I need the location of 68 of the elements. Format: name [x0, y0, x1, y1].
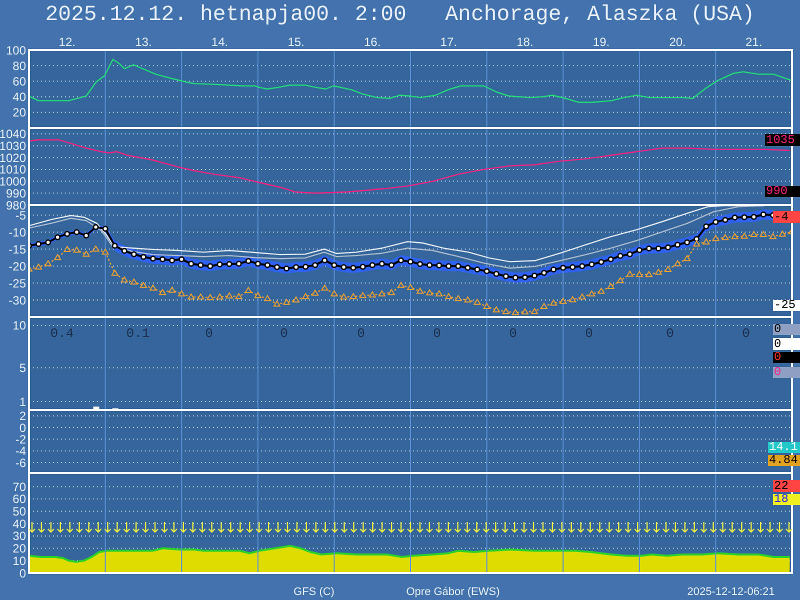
y-tick-label: 0	[19, 420, 26, 435]
x-tick-label: 15.	[288, 35, 304, 49]
x-tick-label: 16.	[364, 35, 381, 49]
text: Opre Gábor (EWS)	[406, 585, 500, 599]
y-tick-label: -25	[8, 276, 26, 290]
annotation: 0	[280, 326, 288, 341]
annotation: 0	[773, 365, 800, 379]
y-tick-label: -15	[8, 242, 26, 256]
y-tick-label: 40	[12, 90, 26, 104]
y-tick-label: 1	[19, 394, 26, 409]
annotation: 0	[773, 322, 800, 336]
y-tick-label: -20	[8, 259, 26, 274]
annotation: 0	[773, 337, 800, 351]
y-tick-label: -2	[15, 432, 26, 446]
annotation: 14.1	[768, 440, 800, 454]
annotation: 0	[205, 326, 213, 341]
x-tick-label: 17.	[440, 35, 457, 49]
y-tick-label: 2	[19, 409, 26, 424]
annotation: 4.84	[768, 453, 800, 467]
y-tick-label: 1000	[0, 174, 26, 189]
annotation: 0.4	[50, 326, 74, 341]
annotation: 0	[773, 350, 800, 364]
y-tick-label: 50	[12, 504, 26, 519]
annotation: -25	[773, 298, 800, 312]
y-tick-label: 20	[12, 542, 26, 556]
annotation: 0	[742, 326, 750, 341]
y-tick-label: 10	[12, 554, 26, 568]
chart-title: 2025.12.12. hetnapja00. 2:00 Anchorage, Alaszka (USA)	[44, 2, 756, 28]
text: 2025-12-12-06:21	[687, 585, 775, 599]
y-tick-label: -6	[15, 456, 26, 470]
x-tick-label: 14.	[211, 35, 228, 49]
x-tick-label: 13.	[135, 35, 152, 49]
annotation: 990	[765, 184, 800, 198]
y-tick-label: 60	[12, 492, 26, 506]
x-tick-label: 20.	[669, 35, 686, 49]
x-tick-label: 21.	[746, 35, 762, 49]
y-tick-label: 1040	[0, 127, 26, 142]
y-tick-label: 70	[12, 480, 26, 494]
y-tick-label: 1020	[0, 150, 26, 165]
annotation: 0	[509, 326, 517, 341]
annotation: -4	[773, 210, 800, 224]
y-tick-label: 5	[19, 360, 26, 375]
x-tick-label: 12.	[58, 35, 76, 49]
x-tick-label: 19.	[592, 35, 610, 49]
y-tick-label: 1030	[0, 139, 26, 154]
annotation: 0	[433, 326, 441, 341]
y-tick-label: 10	[12, 318, 26, 333]
annotation: 0.1	[126, 326, 150, 341]
y-tick-label: 40	[12, 516, 26, 531]
y-tick-label: -10	[8, 225, 26, 240]
y-tick-label: 100	[6, 43, 26, 58]
y-tick-label: 80	[12, 58, 26, 73]
y-tick-label: 20	[12, 106, 26, 120]
y-tick-label: 60	[12, 74, 26, 88]
y-tick-label: -30	[8, 293, 26, 308]
annotation: 0	[585, 326, 593, 341]
annotation: 22	[773, 479, 800, 493]
annotation: 1035	[765, 133, 800, 147]
y-tick-label: 990	[6, 186, 26, 200]
text: GFS (C)	[294, 585, 334, 599]
annotation: 18	[773, 492, 800, 506]
annotation: 0	[357, 326, 365, 341]
x-tick-label: 18.	[516, 35, 534, 49]
annotation: 0	[666, 326, 674, 341]
y-tick-label: -4	[15, 444, 26, 458]
y-tick-label: 30	[12, 529, 26, 544]
y-tick-label: 1010	[0, 162, 26, 177]
y-tick-label: 0	[19, 566, 26, 580]
